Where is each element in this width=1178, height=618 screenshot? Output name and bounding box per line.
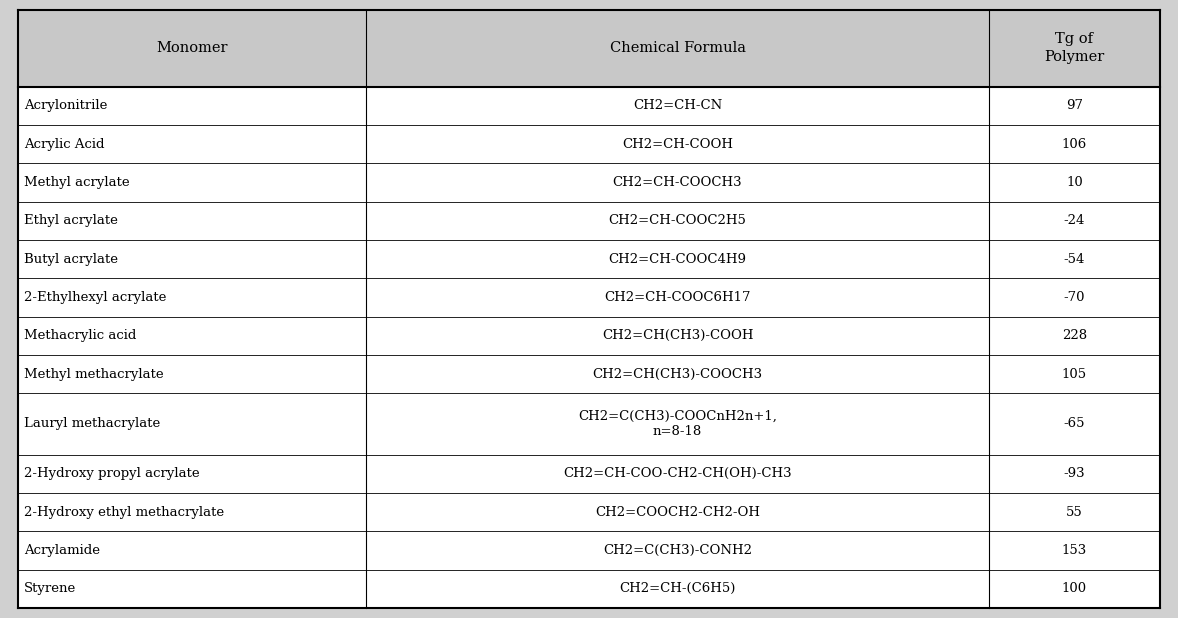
Text: Tg of
Polymer: Tg of Polymer: [1044, 32, 1105, 64]
Bar: [988, 531, 1160, 570]
Text: CH2=CH-COO-CH2-CH(OH)-CH3: CH2=CH-COO-CH2-CH(OH)-CH3: [563, 467, 792, 480]
Bar: [18, 240, 366, 278]
Text: CH2=CH(CH3)-COOH: CH2=CH(CH3)-COOH: [602, 329, 753, 342]
Bar: [18, 125, 366, 163]
Text: CH2=C(CH3)-CONH2: CH2=C(CH3)-CONH2: [603, 544, 752, 557]
Bar: [18, 493, 366, 531]
Bar: [366, 493, 988, 531]
Bar: [18, 201, 366, 240]
Text: CH2=CH-COOC6H17: CH2=CH-COOC6H17: [604, 291, 750, 304]
Text: 10: 10: [1066, 176, 1083, 189]
Text: 55: 55: [1066, 506, 1083, 519]
Text: CH2=CH-COOC4H9: CH2=CH-COOC4H9: [609, 253, 747, 266]
Bar: [366, 355, 988, 393]
Bar: [366, 240, 988, 278]
Bar: [988, 278, 1160, 316]
Bar: [366, 570, 988, 608]
Bar: [18, 393, 366, 455]
Text: CH2=CH-(C6H5): CH2=CH-(C6H5): [620, 582, 736, 595]
Bar: [366, 163, 988, 201]
Bar: [988, 493, 1160, 531]
Bar: [988, 240, 1160, 278]
Text: Methyl methacrylate: Methyl methacrylate: [24, 368, 164, 381]
Text: 2-Hydroxy ethyl methacrylate: 2-Hydroxy ethyl methacrylate: [24, 506, 224, 519]
Text: Acrylamide: Acrylamide: [24, 544, 100, 557]
Bar: [18, 570, 366, 608]
Bar: [988, 355, 1160, 393]
Text: -93: -93: [1064, 467, 1085, 480]
Bar: [366, 455, 988, 493]
Text: CH2=CH(CH3)-COOCH3: CH2=CH(CH3)-COOCH3: [593, 368, 762, 381]
Text: 97: 97: [1066, 99, 1083, 112]
Text: -70: -70: [1064, 291, 1085, 304]
Text: 228: 228: [1061, 329, 1087, 342]
Text: 106: 106: [1061, 138, 1087, 151]
Bar: [988, 163, 1160, 201]
Text: Methyl acrylate: Methyl acrylate: [24, 176, 130, 189]
Bar: [988, 316, 1160, 355]
Bar: [988, 393, 1160, 455]
Text: 105: 105: [1061, 368, 1087, 381]
Text: -65: -65: [1064, 417, 1085, 431]
Bar: [18, 278, 366, 316]
Text: CH2=CH-CN: CH2=CH-CN: [633, 99, 722, 112]
Bar: [366, 316, 988, 355]
Bar: [18, 355, 366, 393]
Text: CH2=COOCH2-CH2-OH: CH2=COOCH2-CH2-OH: [595, 506, 760, 519]
Text: CH2=C(CH3)-COOCnH2n+1,
n=8-18: CH2=C(CH3)-COOCnH2n+1, n=8-18: [578, 410, 777, 438]
Bar: [18, 10, 366, 87]
Text: 100: 100: [1061, 582, 1087, 595]
Text: CH2=CH-COOH: CH2=CH-COOH: [622, 138, 733, 151]
Bar: [366, 393, 988, 455]
Bar: [988, 10, 1160, 87]
Text: Chemical Formula: Chemical Formula: [609, 41, 746, 55]
Text: Monomer: Monomer: [157, 41, 227, 55]
Text: Styrene: Styrene: [24, 582, 77, 595]
Bar: [988, 570, 1160, 608]
Text: 2-Ethylhexyl acrylate: 2-Ethylhexyl acrylate: [24, 291, 166, 304]
Text: -24: -24: [1064, 214, 1085, 227]
Text: Acrylonitrile: Acrylonitrile: [24, 99, 107, 112]
Text: Ethyl acrylate: Ethyl acrylate: [24, 214, 118, 227]
Bar: [18, 163, 366, 201]
Bar: [18, 531, 366, 570]
Bar: [988, 201, 1160, 240]
Bar: [366, 278, 988, 316]
Text: CH2=CH-COOCH3: CH2=CH-COOCH3: [613, 176, 742, 189]
Bar: [18, 87, 366, 125]
Text: Lauryl methacrylate: Lauryl methacrylate: [24, 417, 160, 431]
Bar: [988, 125, 1160, 163]
Bar: [988, 455, 1160, 493]
Bar: [18, 455, 366, 493]
Bar: [18, 316, 366, 355]
Text: Acrylic Acid: Acrylic Acid: [24, 138, 105, 151]
Text: -54: -54: [1064, 253, 1085, 266]
Text: CH2=CH-COOC2H5: CH2=CH-COOC2H5: [609, 214, 747, 227]
Bar: [988, 87, 1160, 125]
Bar: [366, 201, 988, 240]
Bar: [366, 125, 988, 163]
Text: Methacrylic acid: Methacrylic acid: [24, 329, 137, 342]
Text: 2-Hydroxy propyl acrylate: 2-Hydroxy propyl acrylate: [24, 467, 199, 480]
Bar: [366, 87, 988, 125]
Text: Butyl acrylate: Butyl acrylate: [24, 253, 118, 266]
Text: 153: 153: [1061, 544, 1087, 557]
Bar: [366, 531, 988, 570]
Bar: [366, 10, 988, 87]
